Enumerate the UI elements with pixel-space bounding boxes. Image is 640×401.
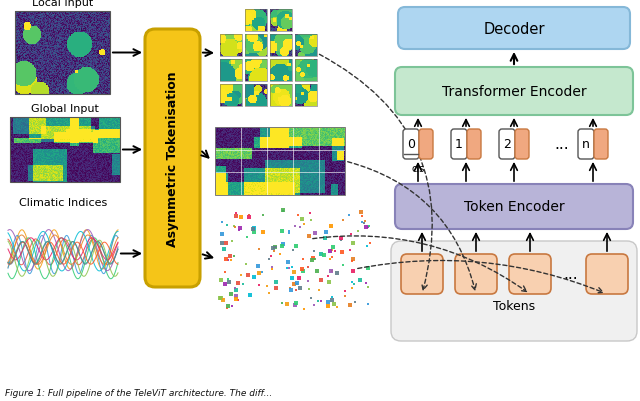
Text: 2: 2 (503, 138, 511, 151)
FancyArrowPatch shape (313, 236, 527, 292)
FancyBboxPatch shape (467, 130, 481, 160)
FancyBboxPatch shape (509, 254, 551, 294)
Bar (245, 85, 267, 107)
Bar (10, 118, 120, 182)
FancyBboxPatch shape (401, 254, 443, 294)
FancyBboxPatch shape (398, 8, 630, 50)
FancyBboxPatch shape (499, 130, 515, 160)
FancyBboxPatch shape (515, 130, 529, 160)
Bar (245, 60, 267, 82)
Text: Local Input: Local Input (32, 0, 93, 8)
Bar (220, 85, 242, 107)
FancyBboxPatch shape (391, 241, 637, 341)
FancyArrowPatch shape (348, 162, 476, 290)
Text: Tokens: Tokens (493, 300, 535, 313)
Bar (295, 85, 317, 107)
Text: Climatic Indices: Climatic Indices (19, 198, 107, 207)
FancyBboxPatch shape (419, 130, 433, 160)
Text: 0: 0 (407, 138, 415, 151)
FancyBboxPatch shape (594, 130, 608, 160)
Bar (295, 60, 317, 82)
FancyBboxPatch shape (455, 254, 497, 294)
FancyBboxPatch shape (451, 130, 467, 160)
Text: Token Encoder: Token Encoder (464, 200, 564, 214)
Bar (220, 60, 242, 82)
Text: 1: 1 (455, 138, 463, 151)
Bar (270, 60, 292, 82)
Text: ...: ... (564, 267, 579, 282)
FancyBboxPatch shape (586, 254, 628, 294)
FancyBboxPatch shape (395, 184, 633, 229)
FancyBboxPatch shape (578, 130, 594, 160)
FancyArrowPatch shape (319, 55, 432, 290)
Bar (270, 10, 292, 32)
FancyBboxPatch shape (403, 130, 419, 160)
Bar (220, 35, 242, 57)
Text: cls: cls (412, 164, 424, 174)
Text: n: n (582, 138, 590, 151)
Text: Decoder: Decoder (483, 21, 545, 36)
Bar (270, 85, 292, 107)
Bar (295, 35, 317, 57)
Text: Global Input: Global Input (31, 104, 99, 114)
Text: Figure 1: Full pipeline of the TeleViT architecture. The diff...: Figure 1: Full pipeline of the TeleViT a… (5, 388, 272, 397)
Bar (220, 10, 242, 32)
FancyArrowPatch shape (358, 261, 603, 293)
FancyBboxPatch shape (395, 68, 633, 116)
Bar (215, 128, 345, 196)
FancyBboxPatch shape (145, 30, 200, 287)
Bar (270, 35, 292, 57)
Bar (15, 12, 110, 95)
Text: ...: ... (555, 137, 570, 152)
Text: Asymmetric Tokenisation: Asymmetric Tokenisation (166, 71, 179, 246)
Text: Transformer Encoder: Transformer Encoder (442, 85, 586, 99)
Bar (295, 10, 317, 32)
Bar (245, 10, 267, 32)
Bar (245, 35, 267, 57)
